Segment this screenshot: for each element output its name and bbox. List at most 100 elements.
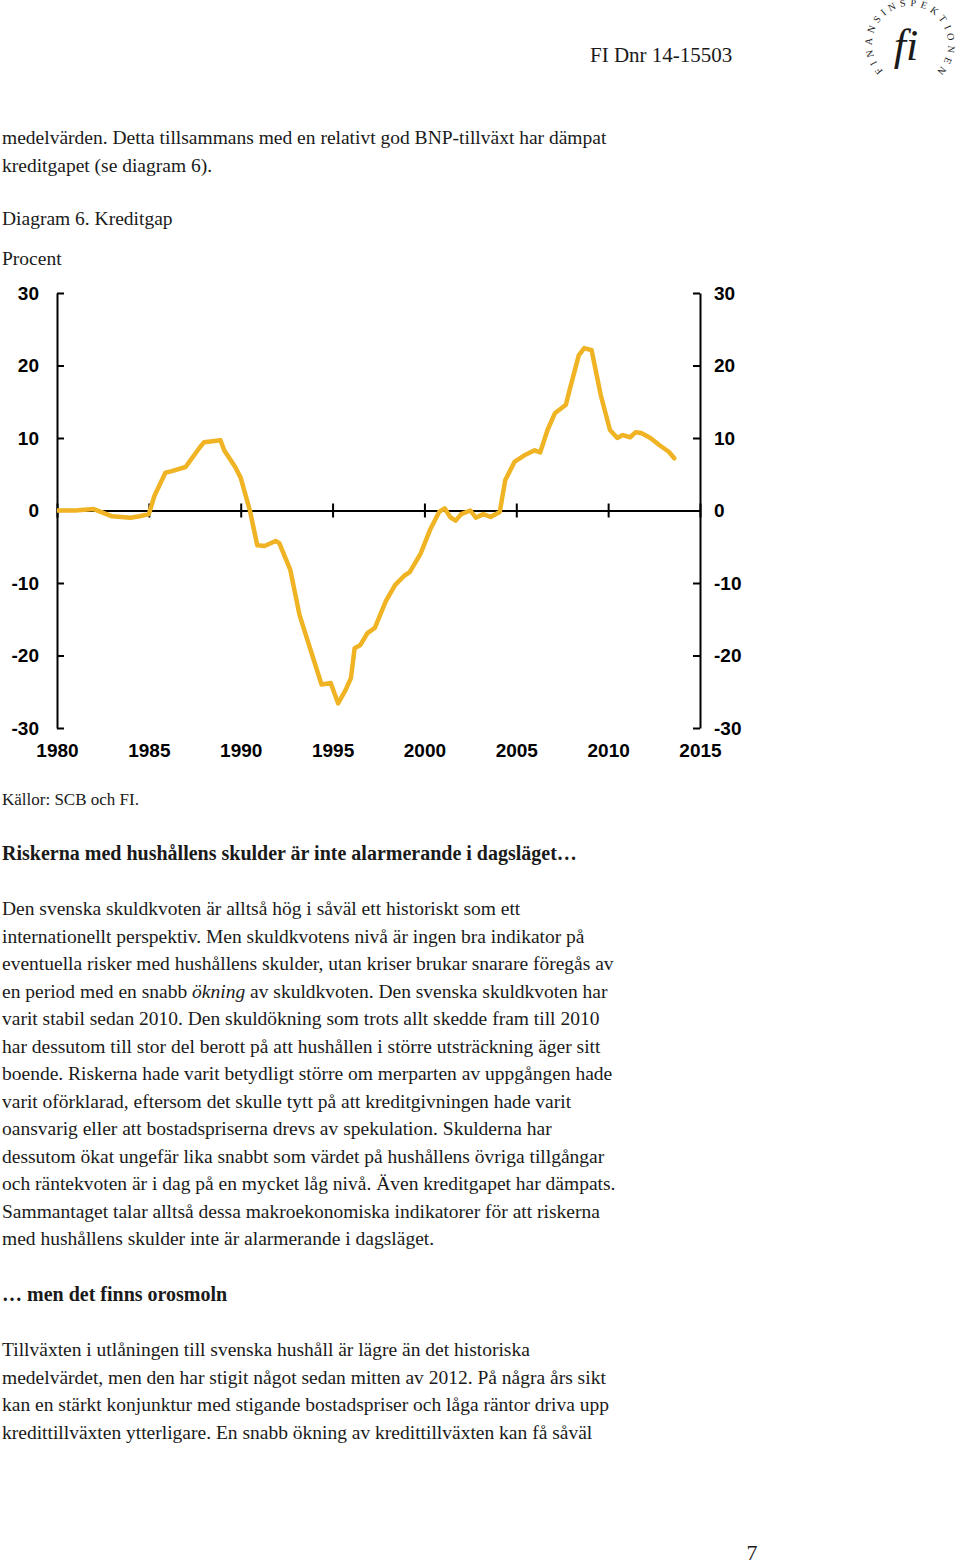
body-line: internationellt perspektiv. Men skuldkvo… [2, 926, 585, 947]
series-line [57, 348, 674, 703]
y-axis-left: -30 -20 -10 0 10 20 30 [12, 283, 64, 739]
tick: 1985 [128, 740, 171, 761]
plot-area [57, 348, 674, 703]
tick-label: 0 [714, 500, 725, 521]
tick: 30 [693, 283, 735, 304]
body-line: med hushållens skulder inte är alarmeran… [2, 1228, 434, 1249]
body-line: medelvärden. Detta tillsammans med en re… [2, 127, 607, 148]
chart: -30 -20 -10 0 10 20 30 -30 -20 -10 0 10 20 30 1980 1985… [12, 283, 742, 762]
tick: 2000 [404, 740, 446, 761]
emphasis: ökning [192, 981, 245, 1002]
tick: 2015 [679, 740, 722, 761]
body-line: kan en stärkt konjunktur med stigande bo… [2, 1394, 609, 1415]
tick-label: -10 [714, 573, 741, 594]
section-heading: Riskerna med hushållens skulder är inte … [2, 842, 577, 865]
tick-mark [693, 438, 700, 440]
tick [700, 504, 701, 518]
tick-label: -10 [12, 573, 39, 594]
tick: 1990 [220, 740, 262, 761]
doc-id: FI Dnr 14-15503 [590, 43, 732, 67]
tick-mark [424, 504, 426, 518]
page-number: 7 [747, 1540, 758, 1565]
body-line: Tillväxten i utlåningen till svenska hus… [2, 1339, 530, 1360]
tick-mark [57, 365, 64, 367]
tick-mark [516, 504, 518, 518]
tick-mark [693, 583, 700, 585]
tick [424, 504, 425, 518]
tick-label: 2000 [404, 740, 446, 761]
tick-mark [57, 583, 64, 585]
tick-mark [693, 728, 700, 730]
tick-label: 30 [18, 283, 39, 304]
body-line: varit stabil sedan 2010. Den skuldökning… [2, 1008, 599, 1029]
tick [241, 504, 242, 518]
tick-label: 20 [714, 355, 735, 376]
tick-label: 0 [28, 500, 39, 521]
tick-mark [700, 504, 702, 518]
tick: 2005 [496, 740, 539, 761]
tick-label: 1985 [128, 740, 171, 761]
tick-mark [57, 655, 64, 657]
tick-label: 2010 [588, 740, 630, 761]
logo: FINANSINSPEKTIONENfi [863, 0, 957, 77]
tick-label: 1995 [312, 740, 355, 761]
tick: -20 [693, 645, 741, 666]
tick: -20 [12, 645, 64, 666]
tick-label: 1990 [220, 740, 262, 761]
body-line: eventuella risker med hushållens skulder… [2, 953, 614, 974]
section-heading: … men det finns orosmoln [2, 1283, 227, 1305]
axis-line [700, 294, 702, 729]
body-line: varit oförklarad, eftersom det skulle ty… [2, 1091, 572, 1112]
tick: -30 [12, 718, 64, 739]
tick: 10 [18, 428, 64, 449]
body-line: dessutom ökat ungefär lika snabbt som vä… [2, 1146, 605, 1167]
tick-mark [57, 728, 64, 730]
tick [608, 504, 609, 518]
body-line: kreditgapet (se diagram 6). [2, 155, 212, 177]
tick: 30 [18, 283, 64, 304]
tick [333, 504, 334, 518]
figure-source: Källor: SCB och FI. [2, 790, 139, 809]
body-line: har dessutom till stor del berott på att… [2, 1036, 601, 1057]
tick-mark [608, 504, 610, 518]
tick: 20 [693, 355, 735, 376]
body-line: och räntekvoten är i dag på en mycket lå… [2, 1173, 615, 1194]
tick-label: 10 [18, 428, 39, 449]
tick: -10 [12, 573, 64, 594]
tick-mark [240, 504, 242, 518]
tick-label: 30 [714, 283, 735, 304]
tick-label: -30 [714, 718, 741, 739]
tick [516, 504, 517, 518]
tick: 20 [18, 355, 64, 376]
tick-mark [693, 655, 700, 657]
tick: 1980 [36, 740, 78, 761]
tick-mark [57, 293, 64, 295]
body-line: kredittillväxten ytterligare. En snabb ö… [2, 1422, 593, 1443]
tick: -10 [693, 573, 741, 594]
tick-label: -20 [12, 645, 39, 666]
text-run: av skuldkvoten. Den svenska skuldkvoten … [245, 981, 608, 1002]
x-axis-labels: 1980 1985 1990 1995 2000 2005 2010 2015 [36, 740, 722, 761]
tick-label: 20 [18, 355, 39, 376]
axis-line [58, 510, 701, 512]
logo-text: FINANSINSPEKTIONEN [863, 0, 957, 77]
tick-mark [693, 293, 700, 295]
tick-label: -30 [12, 718, 39, 739]
tick-mark [57, 438, 64, 440]
page: FI Dnr 14-15503 FINANSINSPEKTIONENfi medel… [0, 0, 960, 1565]
tick: 10 [693, 428, 735, 449]
tick: -30 [693, 718, 741, 739]
body-line: boende. Riskerna hade varit betydligt st… [2, 1063, 612, 1084]
x-axis [58, 504, 701, 518]
tick-label: 1980 [36, 740, 78, 761]
tick-label: 10 [714, 428, 735, 449]
tick: 1995 [312, 740, 355, 761]
logo-mark: fi [894, 21, 918, 70]
chart-title: Diagram 6. Kreditgap [2, 208, 173, 229]
body-line: oansvarig eller att bostadspriserna drev… [2, 1118, 552, 1139]
tick-mark [332, 504, 334, 518]
text-run: en period med en snabb [2, 981, 192, 1002]
body-line: Den svenska skuldkvoten är alltså hög i … [2, 898, 521, 919]
tick-label: 2005 [496, 740, 539, 761]
body-line: en period med en snabb ökning av skuldkv… [2, 981, 608, 1002]
